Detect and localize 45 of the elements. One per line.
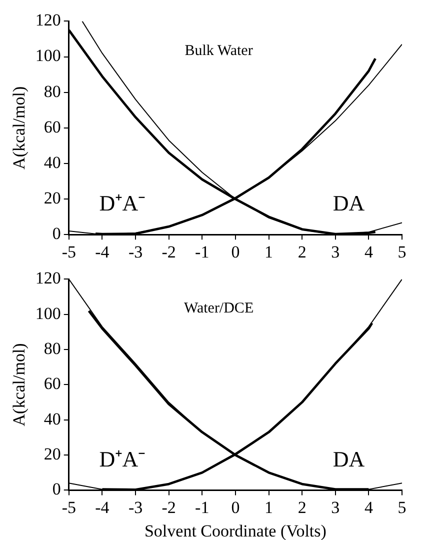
x-tick-label: -5 [62, 498, 76, 517]
y-tick-label: 120 [35, 268, 61, 288]
x-tick-label: 3 [331, 242, 340, 262]
x-tick-label: 5 [398, 498, 406, 517]
y-tick-label: 0 [52, 480, 61, 499]
y-tick-label: 20 [44, 444, 61, 464]
annotation: D⁺A⁻ [99, 446, 146, 472]
x-tick-label: 1 [264, 498, 274, 517]
x-tick-label: 2 [298, 498, 306, 517]
x-tick-label: 4 [364, 498, 374, 517]
y-tick-label: 40 [44, 152, 61, 172]
x-tick-label: -4 [95, 498, 110, 517]
y-axis-title: A(kcal/mol) [10, 86, 29, 170]
x-tick-label: 5 [398, 242, 406, 262]
x-tick-label: 0 [231, 498, 240, 517]
y-tick-label: 120 [35, 10, 61, 30]
x-tick-label: 0 [231, 242, 240, 262]
y-tick-label: 80 [44, 339, 61, 358]
y-tick-label: 100 [35, 304, 61, 323]
x-tick-label: -1 [195, 498, 210, 517]
x-tick-label: -5 [62, 242, 76, 262]
x-tick-label: 3 [331, 498, 340, 517]
x-tick-label: -4 [95, 242, 110, 262]
x-tick-label: -1 [195, 242, 210, 262]
x-axis-title: Solvent Coordinate (Volts) [144, 521, 326, 540]
y-tick-label: 40 [44, 409, 61, 428]
x-tick-label: 2 [298, 242, 306, 262]
y-tick-label: 80 [44, 82, 61, 101]
y-tick-label: 20 [44, 188, 61, 208]
annotation: DA [332, 190, 365, 216]
x-tick-label: -2 [162, 242, 176, 262]
annotation: DA [332, 446, 365, 472]
annotation: Water/DCE [184, 300, 254, 317]
x-tick-label: -3 [128, 498, 143, 517]
x-tick-label: -2 [162, 498, 176, 517]
x-tick-label: 4 [364, 242, 374, 262]
annotation: Bulk Water [184, 43, 253, 60]
y-tick-label: 0 [52, 224, 61, 244]
x-tick-label: 1 [264, 242, 274, 262]
y-axis-title: A(kcal/mol) [10, 343, 29, 426]
x-tick-label: -3 [128, 242, 143, 262]
y-tick-label: 60 [44, 117, 61, 136]
y-tick-label: 100 [35, 46, 61, 66]
y-tick-label: 60 [44, 374, 61, 394]
annotation: D⁺A⁻ [99, 190, 146, 216]
